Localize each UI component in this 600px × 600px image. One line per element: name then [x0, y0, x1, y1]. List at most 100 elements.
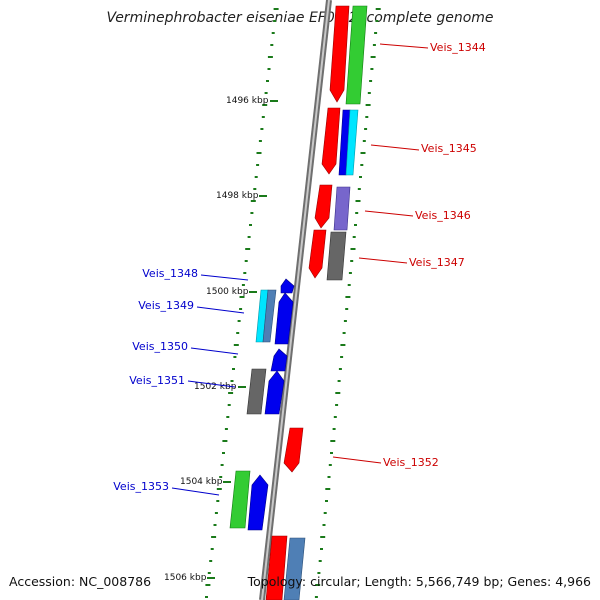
leader-veis-1347: [358, 257, 408, 264]
label-veis-1353[interactable]: Veis_1353: [113, 480, 169, 493]
tick-dash-right: [352, 236, 356, 238]
kbp-label-1504: 1504 kbp: [180, 477, 223, 487]
gene-arrow-veis-1345[interactable]: [321, 107, 341, 175]
kbp-label-1496: 1496 kbp: [226, 96, 269, 106]
tick-dash-left: [213, 524, 217, 526]
label-veis-1348[interactable]: Veis_1348: [142, 267, 198, 280]
tick-dash-left: [244, 260, 248, 262]
tick-dash-left: [267, 68, 271, 70]
gene-arrow-veis-1350[interactable]: [270, 348, 288, 372]
tick-dash-left: [260, 128, 264, 130]
tick-dash-right: [345, 308, 349, 310]
gene-arrow-veis-1353[interactable]: [247, 474, 269, 531]
leader-veis-1345: [370, 144, 420, 151]
tick-dash-left: [245, 248, 251, 250]
gene-arrow-veis-1348[interactable]: [280, 278, 295, 294]
tick-dash-left: [247, 236, 251, 238]
accession-text: Accession: NC_008786: [9, 574, 151, 589]
tick-dash-left: [227, 404, 231, 406]
tick-dash-left: [226, 416, 230, 418]
label-veis-1351[interactable]: Veis_1351: [129, 374, 185, 387]
tick-dash-left: [271, 32, 275, 34]
tick-dash-left: [228, 392, 234, 394]
tick-dash-right: [365, 116, 369, 118]
leader-veis-1353: [171, 487, 220, 496]
label-veis-1350[interactable]: Veis_1350: [132, 340, 188, 353]
leader-veis-1346: [364, 210, 414, 217]
gene-arrow-veis-1346[interactable]: [314, 184, 333, 229]
gene-arrow-veis-1347[interactable]: [308, 229, 327, 279]
forward-strand-genes: [265, 5, 368, 600]
tick-dash-left: [239, 296, 245, 298]
tick-dash-left: [230, 380, 234, 382]
gene-block-cyan-1345[interactable]: [345, 109, 359, 176]
tick-dash-right: [365, 104, 371, 106]
tick-dash-right: [323, 512, 327, 514]
tick-dash-right: [327, 476, 331, 478]
tick-dash-right: [340, 344, 346, 346]
tick-dash-right: [342, 332, 346, 334]
kbp-label-1506: 1506 kbp: [164, 573, 207, 583]
tick-dash-right: [357, 188, 361, 190]
genome-summary-text: Topology: circular; Length: 5,566,749 bp…: [247, 574, 591, 589]
gene-block-gray-1351[interactable]: [246, 368, 267, 415]
tick-dash-left: [211, 536, 217, 538]
tick-dash-right: [370, 68, 374, 70]
backbone: [259, 0, 332, 600]
gene-arrow-veis-1349[interactable]: [274, 292, 294, 345]
tick-dash-left: [249, 224, 252, 226]
tick-dash-left: [237, 320, 241, 322]
tick-marks: [205, 8, 381, 598]
tick-dash-right: [322, 524, 326, 526]
gene-arrow-veis-1352[interactable]: [283, 427, 304, 473]
tick-dash-left: [207, 572, 211, 574]
tick-dash-left: [216, 500, 220, 502]
gene-block-steel-1349[interactable]: [262, 289, 277, 343]
kbp-label-1500: 1500 kbp: [206, 287, 249, 297]
tick-dash-right: [325, 500, 328, 502]
tick-dash-right: [332, 428, 336, 430]
reverse-gene-labels: Veis_1348 Veis_1349 Veis_1350 Veis_1351 …: [113, 267, 249, 496]
leader-veis-1349: [196, 306, 245, 314]
tick-dash-left: [256, 164, 260, 166]
tick-dash-right: [330, 452, 333, 454]
tick-dash-right: [314, 596, 318, 598]
tick-dash-right: [359, 176, 362, 178]
label-veis-1349[interactable]: Veis_1349: [138, 299, 194, 312]
tick-dash-left: [258, 140, 262, 142]
tick-dash-left: [210, 548, 214, 550]
tick-dash-right: [364, 128, 368, 130]
tick-dash-right: [338, 368, 342, 370]
tick-dash-right: [318, 560, 322, 562]
label-veis-1347[interactable]: Veis_1347: [409, 256, 465, 269]
tick-dash-left: [250, 212, 254, 214]
tick-dash-right: [360, 152, 366, 154]
label-veis-1352[interactable]: Veis_1352: [383, 456, 439, 469]
tick-dash-left: [220, 464, 224, 466]
tick-dash-right: [355, 212, 359, 214]
gene-arrow-veis-1344[interactable]: [329, 5, 350, 103]
tick-dash-left: [239, 308, 243, 310]
leader-veis-1344: [379, 43, 429, 49]
gene-block-gray-1347[interactable]: [326, 231, 347, 281]
tick-dash-left: [273, 8, 279, 10]
tick-dash-left: [222, 440, 228, 442]
gene-block-red-bottom[interactable]: [265, 535, 288, 600]
tick-dash-right: [354, 224, 357, 226]
map-title: Verminephrobacter eiseniae EF01-2, compl…: [106, 10, 493, 26]
tick-dash-left: [262, 104, 268, 106]
tick-dash-left: [270, 44, 274, 46]
label-veis-1345[interactable]: Veis_1345: [421, 142, 477, 155]
label-veis-1344[interactable]: Veis_1344: [430, 41, 486, 54]
tick-dash-left: [264, 92, 268, 94]
tick-dash-right: [340, 356, 344, 358]
gene-block-steel-bottom[interactable]: [283, 537, 306, 600]
gene-arrow-veis-1351[interactable]: [264, 370, 285, 415]
gene-block-green-1353[interactable]: [229, 470, 251, 529]
tick-dash-left: [256, 152, 262, 154]
gene-block-violet-1346[interactable]: [333, 186, 351, 231]
label-veis-1346[interactable]: Veis_1346: [415, 209, 471, 222]
tick-dash-right: [320, 536, 326, 538]
gene-block-green-1344[interactable]: [345, 5, 368, 105]
tick-dash-right: [345, 296, 351, 298]
